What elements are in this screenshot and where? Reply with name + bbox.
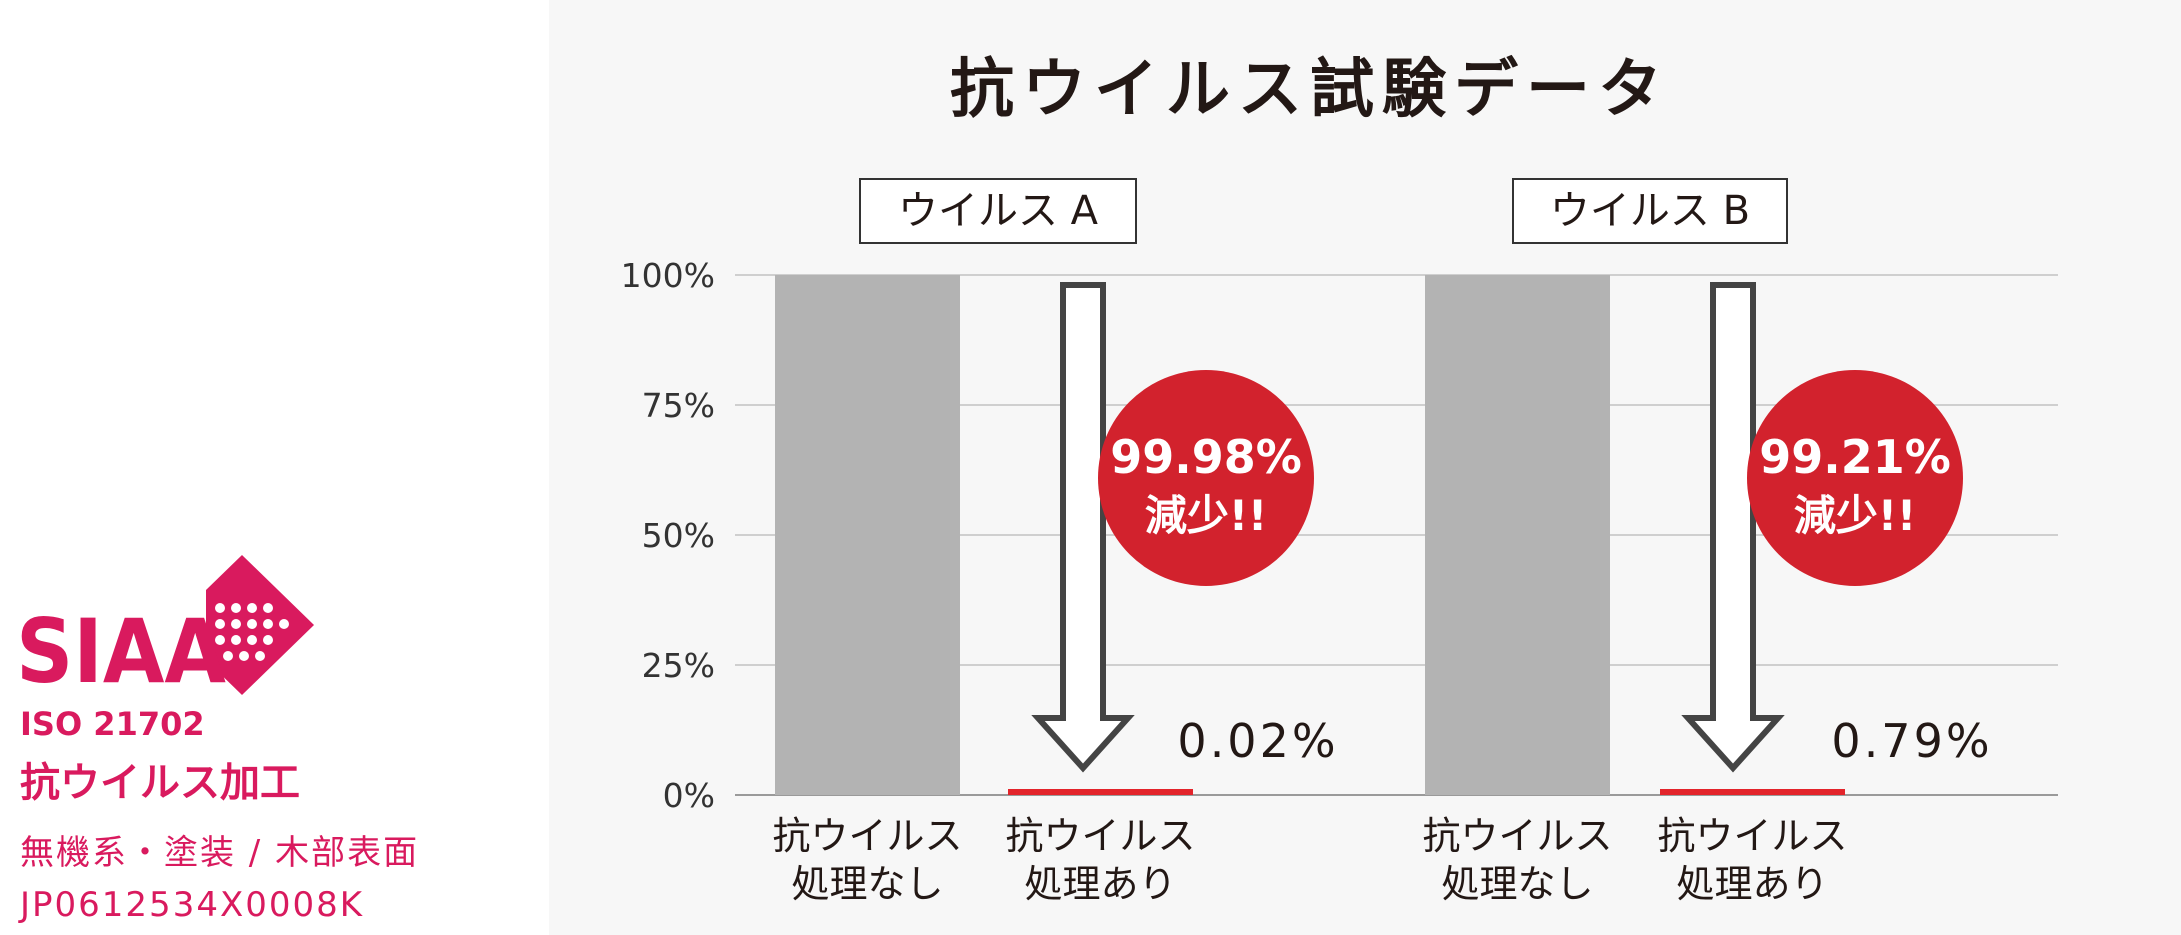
category-label-line: 抗ウイルス bbox=[1422, 814, 1613, 858]
y-tick-label: 50% bbox=[642, 516, 715, 555]
value-label: 0.02% bbox=[1177, 714, 1338, 768]
category-label-line: 処理なし bbox=[791, 862, 944, 906]
category-label-line: 処理あり bbox=[1676, 862, 1829, 906]
reduction-badge bbox=[1747, 370, 1963, 586]
category-label: 抗ウイルス 処理あり bbox=[986, 812, 1216, 908]
bar-untreated-b bbox=[1425, 275, 1610, 795]
category-label-line: 抗ウイルス bbox=[1005, 814, 1196, 858]
value-label: 0.79% bbox=[1831, 714, 1992, 768]
y-tick-label: 0% bbox=[663, 776, 715, 815]
down-arrow-icon bbox=[1681, 282, 1785, 773]
category-label-line: 処理あり bbox=[1024, 862, 1177, 906]
reduction-badge bbox=[1098, 370, 1314, 586]
reduction-value: 99.98% bbox=[1110, 430, 1302, 484]
category-label: 抗ウイルス 処理なし bbox=[1403, 812, 1633, 908]
virus-b-label: ウイルス B bbox=[1512, 178, 1788, 244]
product-category: 無機系・塗装 / 木部表面 bbox=[20, 833, 420, 873]
chart-title: 抗ウイルス試験データ bbox=[950, 53, 1670, 127]
virus-a-label: ウイルス A bbox=[859, 178, 1137, 244]
bar-untreated-a bbox=[775, 275, 960, 795]
category-label-line: 抗ウイルス bbox=[1657, 814, 1848, 858]
reduction-value: 99.21% bbox=[1759, 430, 1951, 484]
process-name: 抗ウイルス加工 bbox=[20, 760, 300, 806]
category-label-line: 処理なし bbox=[1441, 862, 1594, 906]
y-tick-label: 100% bbox=[621, 256, 715, 295]
iso-standard: ISO 21702 bbox=[20, 705, 205, 743]
siaa-logo-icon: SIAA bbox=[16, 555, 314, 700]
reduction-text: 減少!! bbox=[1145, 491, 1267, 540]
y-tick-label: 25% bbox=[642, 646, 715, 685]
category-label: 抗ウイルス 処理なし bbox=[753, 812, 983, 908]
down-arrow-icon bbox=[1031, 282, 1135, 773]
bar-treated-b bbox=[1660, 789, 1845, 795]
category-label-line: 抗ウイルス bbox=[772, 814, 963, 858]
category-label: 抗ウイルス 処理あり bbox=[1638, 812, 1868, 908]
siaa-logo-text: SIAA bbox=[16, 600, 226, 700]
reduction-text: 減少!! bbox=[1794, 491, 1916, 540]
y-tick-label: 75% bbox=[642, 386, 715, 425]
bar-treated-a bbox=[1008, 789, 1193, 795]
registration-number: JP0612534X0008K bbox=[20, 885, 365, 925]
